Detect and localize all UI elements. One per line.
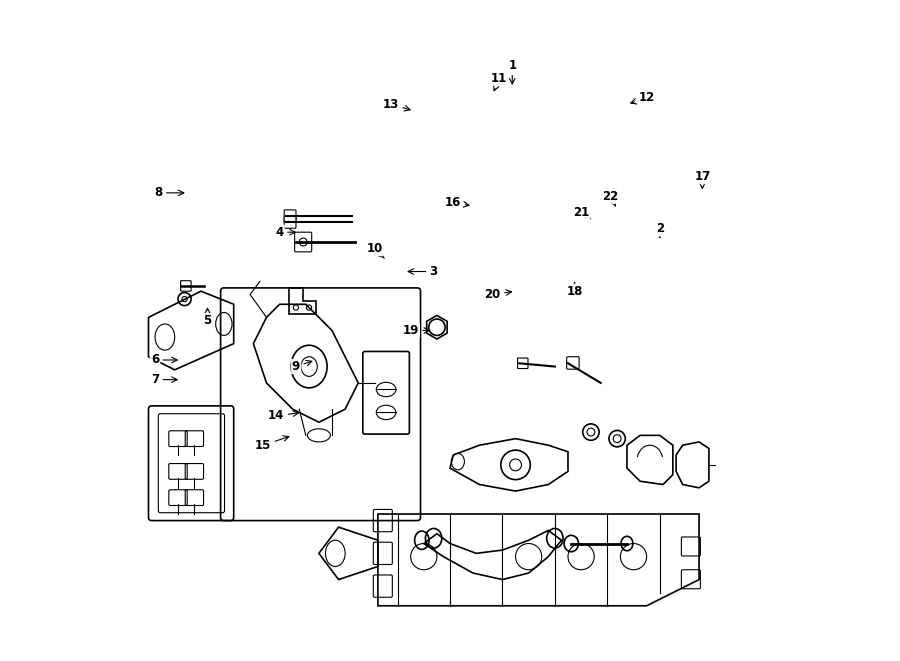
Text: 11: 11: [491, 71, 508, 91]
Text: 10: 10: [366, 242, 384, 258]
Text: 9: 9: [292, 360, 311, 373]
Text: 6: 6: [151, 354, 177, 366]
Text: 14: 14: [268, 409, 299, 422]
Text: 3: 3: [408, 265, 437, 278]
Text: 19: 19: [402, 324, 429, 337]
Text: 12: 12: [631, 91, 655, 104]
Text: 8: 8: [154, 186, 184, 200]
Text: 15: 15: [255, 436, 289, 451]
FancyBboxPatch shape: [284, 210, 296, 221]
Text: 2: 2: [656, 222, 664, 237]
Text: 18: 18: [566, 282, 582, 297]
FancyBboxPatch shape: [284, 216, 296, 228]
FancyBboxPatch shape: [181, 281, 191, 292]
Text: 21: 21: [573, 206, 590, 219]
Text: 20: 20: [484, 288, 511, 301]
Text: 17: 17: [694, 170, 710, 188]
Text: 22: 22: [602, 190, 618, 206]
Text: 4: 4: [275, 225, 295, 239]
Text: 5: 5: [203, 308, 212, 327]
Text: 16: 16: [446, 196, 469, 209]
Text: 7: 7: [151, 373, 177, 386]
FancyBboxPatch shape: [567, 357, 579, 369]
Text: 1: 1: [508, 59, 517, 84]
Text: 13: 13: [382, 98, 410, 111]
FancyBboxPatch shape: [518, 358, 528, 369]
FancyBboxPatch shape: [294, 232, 311, 252]
